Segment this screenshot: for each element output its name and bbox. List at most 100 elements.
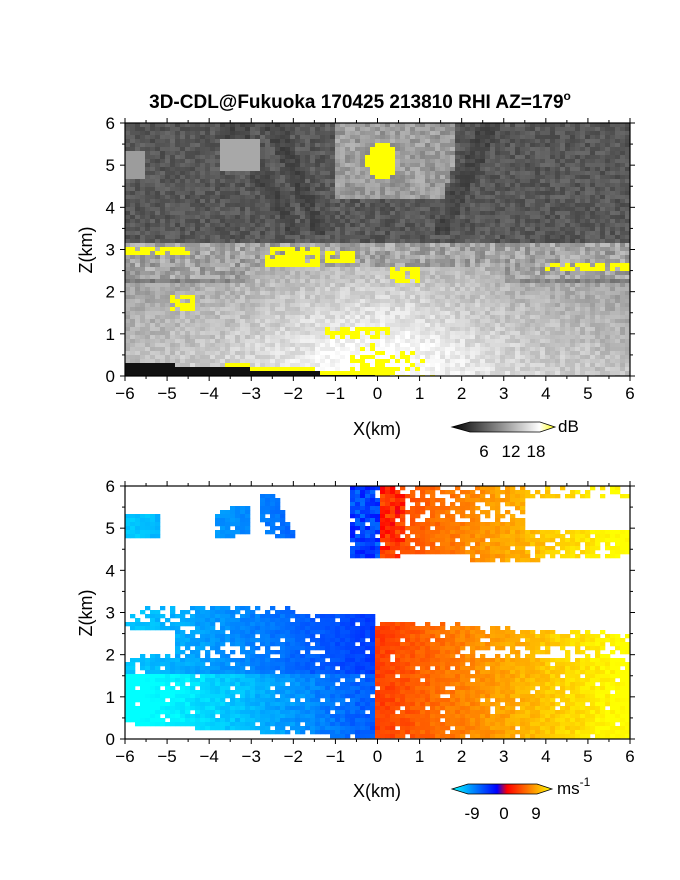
reflectivity-cell (455, 291, 461, 296)
reflectivity-cell (370, 131, 376, 136)
reflectivity-cell (480, 159, 486, 164)
reflectivity-cell (170, 247, 176, 252)
reflectivity-cell (390, 151, 396, 156)
reflectivity-cell (460, 199, 466, 204)
reflectivity-cell (360, 143, 366, 148)
reflectivity-cell (470, 215, 476, 220)
reflectivity-cell (130, 243, 136, 248)
reflectivity-cell (320, 251, 326, 256)
reflectivity-cell (385, 143, 391, 148)
reflectivity-cell (565, 123, 571, 128)
reflectivity-cell (605, 279, 611, 284)
reflectivity-cell (245, 219, 251, 224)
reflectivity-cell (575, 295, 581, 300)
reflectivity-cell (210, 259, 216, 264)
reflectivity-cell (415, 295, 421, 300)
reflectivity-cell (325, 143, 331, 148)
reflectivity-cell (335, 231, 341, 236)
reflectivity-cell (365, 307, 371, 312)
reflectivity-cell (235, 235, 241, 240)
reflectivity-cell (210, 131, 216, 136)
reflectivity-cell (280, 211, 286, 216)
reflectivity-cell (275, 319, 281, 324)
reflectivity-cell (290, 307, 296, 312)
reflectivity-cell (420, 259, 426, 264)
reflectivity-cell (130, 219, 136, 224)
reflectivity-cell (375, 219, 381, 224)
reflectivity-cell (155, 175, 161, 180)
reflectivity-cell (180, 263, 186, 268)
reflectivity-cell (600, 255, 606, 260)
reflectivity-cell (180, 239, 186, 244)
reflectivity-cell (550, 307, 556, 312)
reflectivity-cell (190, 135, 196, 140)
reflectivity-cell (485, 231, 491, 236)
reflectivity-cell (310, 223, 316, 228)
reflectivity-cell (145, 171, 151, 176)
reflectivity-cell (240, 183, 246, 188)
reflectivity-cell (415, 151, 421, 156)
reflectivity-cell (300, 123, 306, 128)
reflectivity-cell (545, 271, 551, 276)
reflectivity-cell (310, 283, 316, 288)
reflectivity-cell (230, 123, 236, 128)
reflectivity-cell (250, 123, 256, 128)
reflectivity-cell (595, 307, 601, 312)
reflectivity-cell (410, 275, 416, 280)
reflectivity-cell (360, 155, 366, 160)
reflectivity-cell (440, 211, 446, 216)
reflectivity-cell (570, 271, 576, 276)
reflectivity-cell (125, 275, 131, 280)
reflectivity-cell (450, 143, 456, 148)
reflectivity-cell (280, 227, 286, 232)
reflectivity-cell (625, 223, 630, 228)
reflectivity-cell (230, 247, 236, 252)
reflectivity-cell (180, 283, 186, 288)
reflectivity-cell (235, 183, 241, 188)
reflectivity-cell (205, 191, 211, 196)
reflectivity-cell (620, 143, 626, 148)
reflectivity-cell (430, 135, 436, 140)
reflectivity-cell (320, 167, 326, 172)
reflectivity-cell (295, 207, 301, 212)
reflectivity-cell (345, 295, 351, 300)
reflectivity-cell (280, 191, 286, 196)
reflectivity-cell (315, 263, 321, 268)
reflectivity-cell (440, 251, 446, 256)
reflectivity-cell (445, 287, 451, 292)
reflectivity-cell (530, 207, 536, 212)
reflectivity-cell (215, 231, 221, 236)
reflectivity-cell (285, 159, 291, 164)
reflectivity-cell (485, 223, 491, 228)
reflectivity-cell (385, 155, 391, 160)
reflectivity-cell (215, 179, 221, 184)
reflectivity-cell (520, 315, 526, 320)
reflectivity-cell (545, 283, 551, 288)
reflectivity-cell (285, 271, 291, 276)
reflectivity-cell (400, 191, 406, 196)
reflectivity-cell (565, 175, 571, 180)
reflectivity-cell (610, 159, 616, 164)
reflectivity-cell (135, 307, 141, 312)
reflectivity-cell (505, 163, 511, 168)
reflectivity-cell (595, 195, 601, 200)
reflectivity-cell (570, 203, 576, 208)
reflectivity-cell (620, 131, 626, 136)
reflectivity-cell (250, 223, 256, 228)
reflectivity-cell (165, 199, 171, 204)
reflectivity-cell (485, 139, 491, 144)
reflectivity-cell (275, 131, 281, 136)
reflectivity-cell (560, 223, 566, 228)
reflectivity-cell (265, 199, 271, 204)
reflectivity-cell (530, 219, 536, 224)
reflectivity-cell (615, 135, 621, 140)
reflectivity-cell (170, 203, 176, 208)
reflectivity-cell (155, 171, 161, 176)
reflectivity-cell (525, 231, 531, 236)
reflectivity-cell (620, 215, 626, 220)
reflectivity-cell (270, 239, 276, 244)
reflectivity-cell (420, 127, 426, 132)
reflectivity-cell (375, 279, 381, 284)
reflectivity-cell (625, 251, 630, 256)
reflectivity-cell (605, 187, 611, 192)
